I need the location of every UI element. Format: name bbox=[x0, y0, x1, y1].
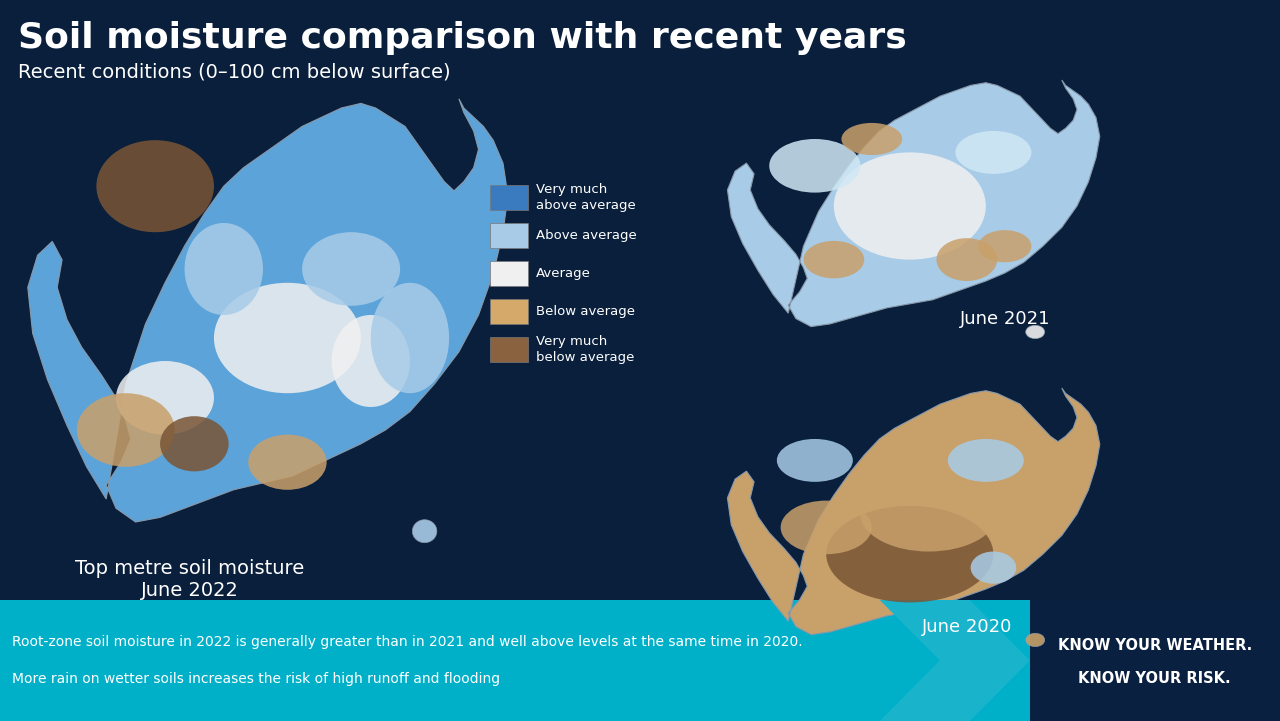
Bar bbox=[490, 261, 527, 286]
Ellipse shape bbox=[769, 139, 860, 193]
Bar bbox=[490, 185, 527, 210]
Text: Average: Average bbox=[536, 267, 591, 280]
Ellipse shape bbox=[302, 232, 401, 306]
Ellipse shape bbox=[826, 506, 993, 603]
Ellipse shape bbox=[248, 435, 326, 490]
Ellipse shape bbox=[332, 315, 410, 407]
Text: Very much
above average: Very much above average bbox=[536, 184, 636, 211]
Ellipse shape bbox=[833, 152, 986, 260]
Text: Above average: Above average bbox=[536, 229, 636, 242]
Text: Top metre soil moisture
June 2022: Top metre soil moisture June 2022 bbox=[74, 559, 305, 600]
Ellipse shape bbox=[214, 283, 361, 393]
Bar bbox=[490, 337, 527, 362]
Ellipse shape bbox=[184, 223, 262, 315]
Bar bbox=[0, 600, 1280, 721]
Ellipse shape bbox=[412, 520, 436, 543]
Ellipse shape bbox=[841, 123, 902, 155]
Ellipse shape bbox=[970, 552, 1016, 584]
Ellipse shape bbox=[804, 241, 864, 278]
Ellipse shape bbox=[116, 361, 214, 435]
Bar bbox=[490, 223, 527, 248]
Bar bbox=[490, 299, 527, 324]
Ellipse shape bbox=[860, 477, 997, 552]
Ellipse shape bbox=[781, 500, 872, 554]
Polygon shape bbox=[28, 99, 508, 522]
Text: June 2020: June 2020 bbox=[922, 618, 1012, 635]
Ellipse shape bbox=[160, 416, 229, 472]
Ellipse shape bbox=[1025, 325, 1044, 339]
Ellipse shape bbox=[777, 439, 852, 482]
Text: Very much
below average: Very much below average bbox=[536, 335, 635, 363]
Ellipse shape bbox=[947, 439, 1024, 482]
Ellipse shape bbox=[955, 131, 1032, 174]
Ellipse shape bbox=[77, 393, 175, 466]
Polygon shape bbox=[727, 388, 1100, 634]
Text: June 2021: June 2021 bbox=[960, 309, 1050, 327]
Text: KNOW YOUR RISK.: KNOW YOUR RISK. bbox=[1079, 671, 1231, 686]
Text: Below average: Below average bbox=[536, 305, 635, 318]
Text: Soil moisture comparison with recent years: Soil moisture comparison with recent yea… bbox=[18, 21, 906, 55]
Text: Root-zone soil moisture in 2022 is generally greater than in 2021 and well above: Root-zone soil moisture in 2022 is gener… bbox=[12, 635, 803, 650]
Ellipse shape bbox=[371, 283, 449, 393]
Text: Recent conditions (0–100 cm below surface): Recent conditions (0–100 cm below surfac… bbox=[18, 63, 451, 81]
Polygon shape bbox=[727, 80, 1100, 327]
Text: More rain on wetter soils increases the risk of high runoff and flooding: More rain on wetter soils increases the … bbox=[12, 672, 500, 686]
Ellipse shape bbox=[1025, 633, 1044, 647]
Bar bbox=[1030, 600, 1280, 721]
Ellipse shape bbox=[937, 238, 997, 281]
Text: KNOW YOUR WEATHER.: KNOW YOUR WEATHER. bbox=[1057, 639, 1252, 653]
Ellipse shape bbox=[978, 230, 1032, 262]
Polygon shape bbox=[879, 600, 1030, 721]
Ellipse shape bbox=[96, 140, 214, 232]
